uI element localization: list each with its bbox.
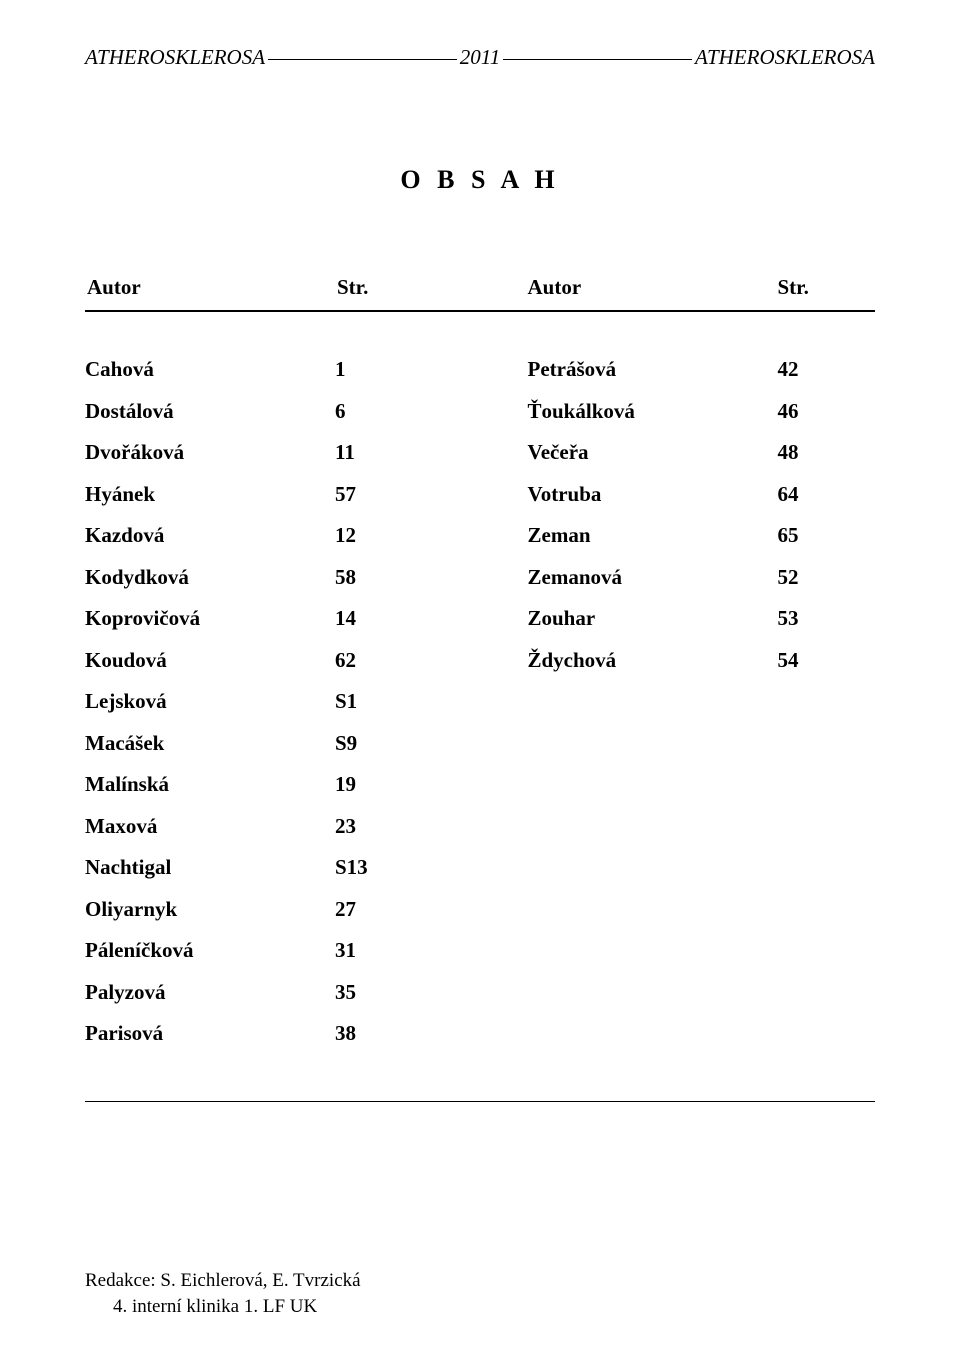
index-row: Malínská19 <box>85 772 433 797</box>
index-table: Cahová1Dostálová6Dvořáková11Hyánek57Kazd… <box>85 357 875 1046</box>
author-name: Večeřa <box>528 440 778 465</box>
page-number: 12 <box>335 523 356 548</box>
author-name: Koprovičová <box>85 606 335 631</box>
header-center: 2011 <box>460 45 500 70</box>
footer: Redakce: S. Eichlerová, E. Tvrzická 4. i… <box>85 1270 361 1318</box>
column-headers: Autor Str. Autor Str. <box>85 275 875 300</box>
index-row: Kodydková58 <box>85 565 433 590</box>
index-row: Cahová1 <box>85 357 433 382</box>
index-row: Maxová23 <box>85 814 433 839</box>
index-row: LejskováS1 <box>85 689 433 714</box>
index-row: NachtigalS13 <box>85 855 433 880</box>
index-row: Koprovičová14 <box>85 606 433 631</box>
author-name: Dostálová <box>85 399 335 424</box>
author-name: Oliyarnyk <box>85 897 335 922</box>
index-row: Kazdová12 <box>85 523 433 548</box>
left-column: Cahová1Dostálová6Dvořáková11Hyánek57Kazd… <box>85 357 433 1046</box>
page-number: 23 <box>335 814 356 839</box>
author-name: Parisová <box>85 1021 335 1046</box>
index-row: Petrášová42 <box>528 357 876 382</box>
page-number: 54 <box>778 648 799 673</box>
index-row: Ťoukálková46 <box>528 399 876 424</box>
footer-divider <box>85 1101 875 1102</box>
page-number: 62 <box>335 648 356 673</box>
page-title: O B S A H <box>85 165 875 195</box>
page-number: 65 <box>778 523 799 548</box>
index-row: Ždychová54 <box>528 648 876 673</box>
page-number: 11 <box>335 440 355 465</box>
index-row: Koudová62 <box>85 648 433 673</box>
author-name: Zouhar <box>528 606 778 631</box>
author-name: Malínská <box>85 772 335 797</box>
page-number: 53 <box>778 606 799 631</box>
author-name: Maxová <box>85 814 335 839</box>
index-row: Páleníčková31 <box>85 938 433 963</box>
author-name: Dvořáková <box>85 440 335 465</box>
page-number: 1 <box>335 357 346 382</box>
index-row: Zeman65 <box>528 523 876 548</box>
index-row: MacášekS9 <box>85 731 433 756</box>
column-header-right: Autor Str. <box>433 275 874 300</box>
index-row: Oliyarnyk27 <box>85 897 433 922</box>
header-right: ATHEROSKLEROSA <box>695 45 875 70</box>
running-header: ATHEROSKLEROSA 2011 ATHEROSKLEROSA <box>85 45 875 70</box>
author-name: Koudová <box>85 648 335 673</box>
author-name: Ždychová <box>528 648 778 673</box>
author-name: Zemanová <box>528 565 778 590</box>
index-row: Večeřa48 <box>528 440 876 465</box>
index-row: Dvořáková11 <box>85 440 433 465</box>
author-name: Petrášová <box>528 357 778 382</box>
page-number: 42 <box>778 357 799 382</box>
page-number: S1 <box>335 689 357 714</box>
header-rule-right <box>503 59 692 60</box>
footer-line-2: 4. interní klinika 1. LF UK <box>85 1296 361 1318</box>
page-header-right: Str. <box>778 275 809 300</box>
page-number: 19 <box>335 772 356 797</box>
page-number: 58 <box>335 565 356 590</box>
page-number: 14 <box>335 606 356 631</box>
author-name: Lejsková <box>85 689 335 714</box>
author-name: Palyzová <box>85 980 335 1005</box>
author-name: Votruba <box>528 482 778 507</box>
header-divider <box>85 310 875 312</box>
page-number: S13 <box>335 855 368 880</box>
header-left: ATHEROSKLEROSA <box>85 45 265 70</box>
page-number: 35 <box>335 980 356 1005</box>
author-name: Nachtigal <box>85 855 335 880</box>
author-header-right: Autor <box>528 275 778 300</box>
page-number: 46 <box>778 399 799 424</box>
author-name: Páleníčková <box>85 938 335 963</box>
right-column: Petrášová42Ťoukálková46Večeřa48Votruba64… <box>433 357 876 1046</box>
author-name: Ťoukálková <box>528 399 778 424</box>
author-name: Kazdová <box>85 523 335 548</box>
index-row: Hyánek57 <box>85 482 433 507</box>
index-row: Votruba64 <box>528 482 876 507</box>
column-header-left: Autor Str. <box>87 275 433 300</box>
author-name: Kodydková <box>85 565 335 590</box>
page-number: 31 <box>335 938 356 963</box>
author-name: Macášek <box>85 731 335 756</box>
index-row: Zouhar53 <box>528 606 876 631</box>
index-row: Parisová38 <box>85 1021 433 1046</box>
page-number: 27 <box>335 897 356 922</box>
author-header-left: Autor <box>87 275 337 300</box>
page-number: S9 <box>335 731 357 756</box>
index-row: Palyzová35 <box>85 980 433 1005</box>
page-number: 38 <box>335 1021 356 1046</box>
page-number: 52 <box>778 565 799 590</box>
author-name: Cahová <box>85 357 335 382</box>
header-rule-left <box>268 59 457 60</box>
page-number: 48 <box>778 440 799 465</box>
page-number: 6 <box>335 399 346 424</box>
index-row: Zemanová52 <box>528 565 876 590</box>
page-number: 57 <box>335 482 356 507</box>
author-name: Zeman <box>528 523 778 548</box>
page-number: 64 <box>778 482 799 507</box>
footer-line-1: Redakce: S. Eichlerová, E. Tvrzická <box>85 1270 361 1292</box>
index-row: Dostálová6 <box>85 399 433 424</box>
page-header-left: Str. <box>337 275 368 300</box>
author-name: Hyánek <box>85 482 335 507</box>
